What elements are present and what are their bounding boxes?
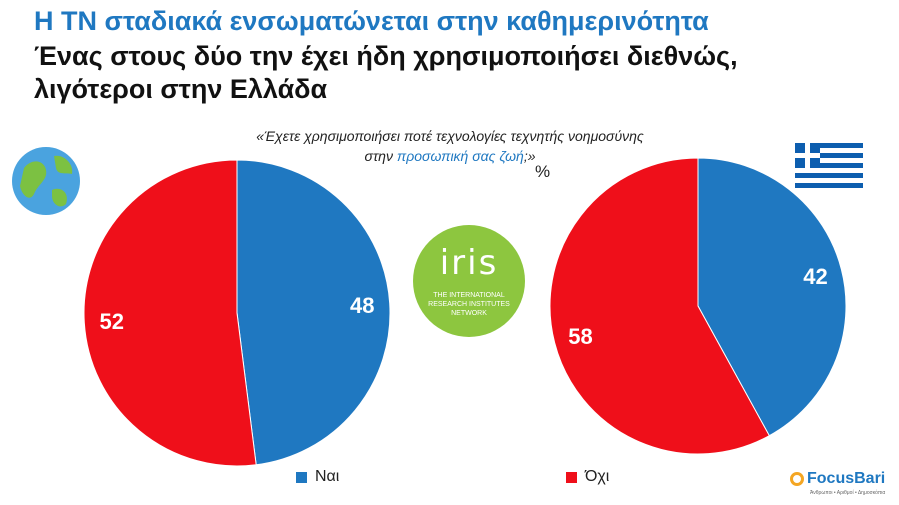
pie-slice-global-no (83, 159, 257, 467)
iris-logo-brand: iris (439, 243, 499, 283)
pie-label-global-yes: 48 (350, 293, 374, 318)
globe-icon (12, 147, 80, 215)
pie-slice-global-yes (236, 159, 391, 466)
pie-label-greece-yes: 42 (803, 264, 827, 289)
page-title: Η ΤΝ σταδιακά ενσωματώνεται στην καθημερ… (34, 6, 709, 36)
question-line-1: «Έχετε χρησιμοποιήσει ποτέ τεχνολογίες τ… (256, 128, 644, 144)
iris-logo: iris THE INTERNATIONAL RESEARCH INSTITUT… (413, 225, 525, 337)
iris-logo-subtitle: THE INTERNATIONAL RESEARCH INSTITUTES NE… (428, 292, 510, 317)
magnifier-icon (790, 472, 804, 486)
question-suffix: ;» (523, 148, 536, 164)
focusbari-logo: FocusBari Άνθρωποι • Αριθμοί • Δημοσκόπι… (790, 470, 886, 496)
legend-swatch-no (566, 471, 577, 483)
pie-chart-global: 48 52 (83, 159, 391, 467)
focusbari-logo-name: FocusBari (807, 470, 886, 487)
question-line-2: στην προσωπική σας ζωή;» (200, 146, 700, 166)
pie-label-greece-no: 58 (568, 324, 592, 349)
question-prefix: στην (364, 148, 397, 164)
pie-slice-greece-yes (697, 157, 847, 437)
greek-flag-icon (795, 143, 863, 188)
legend-label-no: Όχι (585, 468, 610, 485)
legend-swatch-yes (296, 471, 307, 483)
question-highlight: προσωπική σας ζωή (396, 148, 524, 164)
survey-question: «Έχετε χρησιμοποιήσει ποτέ τεχνολογίες τ… (200, 126, 700, 166)
pie-slice-greece-no (549, 157, 770, 455)
focusbari-logo-tagline: Άνθρωποι • Αριθμοί • Δημοσκόπια (810, 490, 886, 496)
pie-label-global-no: 52 (100, 309, 124, 334)
percent-unit-label: % (535, 162, 551, 181)
legend-item-yes: Ναι (296, 468, 339, 486)
legend-label-yes: Ναι (315, 468, 340, 485)
legend-item-no: Όχι (566, 468, 609, 486)
page-subtitle: Ένας στους δύο την έχει ήδη χρησιμοποιήσ… (34, 41, 738, 104)
pie-chart-greece: 42 58 (549, 157, 847, 455)
